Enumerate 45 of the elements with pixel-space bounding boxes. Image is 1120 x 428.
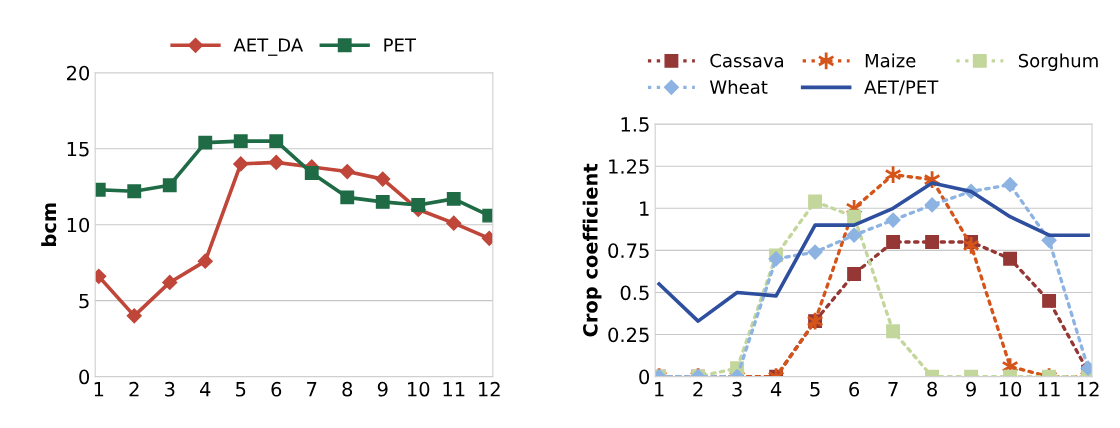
legend-label: AET_DA [233,38,304,56]
x-tick-label: 2 [129,381,139,397]
y-tick-label: 0 [639,369,650,385]
x-tick-label: 11 [1038,382,1060,397]
y-tick-label: 15 [67,141,89,157]
y-tick-label: 1 [640,201,649,216]
x-tick-label: 7 [307,382,317,397]
x-tick-label: 12 [479,381,500,397]
legend-label: PET [384,38,417,52]
y-tick-label: 1.5 [621,117,649,132]
x-tick-label: 10 [999,381,1022,397]
y-tick-label: 1.25 [609,159,649,174]
y-tick-label: 0.25 [608,327,649,343]
x-tick-label: 4 [200,382,211,397]
x-tick-label: 4 [770,382,782,397]
x-tick-label: 1 [94,382,104,397]
x-tick-label: 8 [342,381,353,397]
x-tick-label: 2 [693,381,703,397]
x-tick-label: 6 [271,381,282,397]
y-tick-label: 0 [79,369,90,385]
y-tick-label: 0.5 [620,285,649,301]
y-axis-title: bcm [41,203,57,246]
y-tick-label: 10 [67,217,90,233]
legend-label: Cassava [710,53,783,68]
legend-label: Wheat [709,79,768,94]
y-tick-label: 5 [79,293,89,309]
x-tick-label: 11 [443,382,465,397]
x-tick-label: 8 [927,381,937,397]
x-tick-label: 1 [655,382,664,397]
y-tick-label: 0.75 [608,243,649,259]
legend-label: AET/PET [864,80,939,96]
x-tick-label: 3 [732,381,742,397]
x-tick-label: 5 [810,382,820,397]
x-tick-label: 9 [377,381,388,397]
legend-label: Sorghum [1018,53,1098,71]
x-tick-label: 12 [1077,381,1099,397]
y-axis-title: Crop coefficient [582,163,602,337]
x-tick-label: 9 [966,381,976,397]
x-tick-label: 5 [236,382,246,397]
x-tick-label: 6 [849,381,860,397]
y-tick-label: 20 [67,65,90,81]
legend-label: Maize [865,53,916,68]
x-tick-label: 3 [165,381,175,397]
x-tick-label: 7 [888,382,898,397]
x-tick-label: 10 [408,381,430,397]
